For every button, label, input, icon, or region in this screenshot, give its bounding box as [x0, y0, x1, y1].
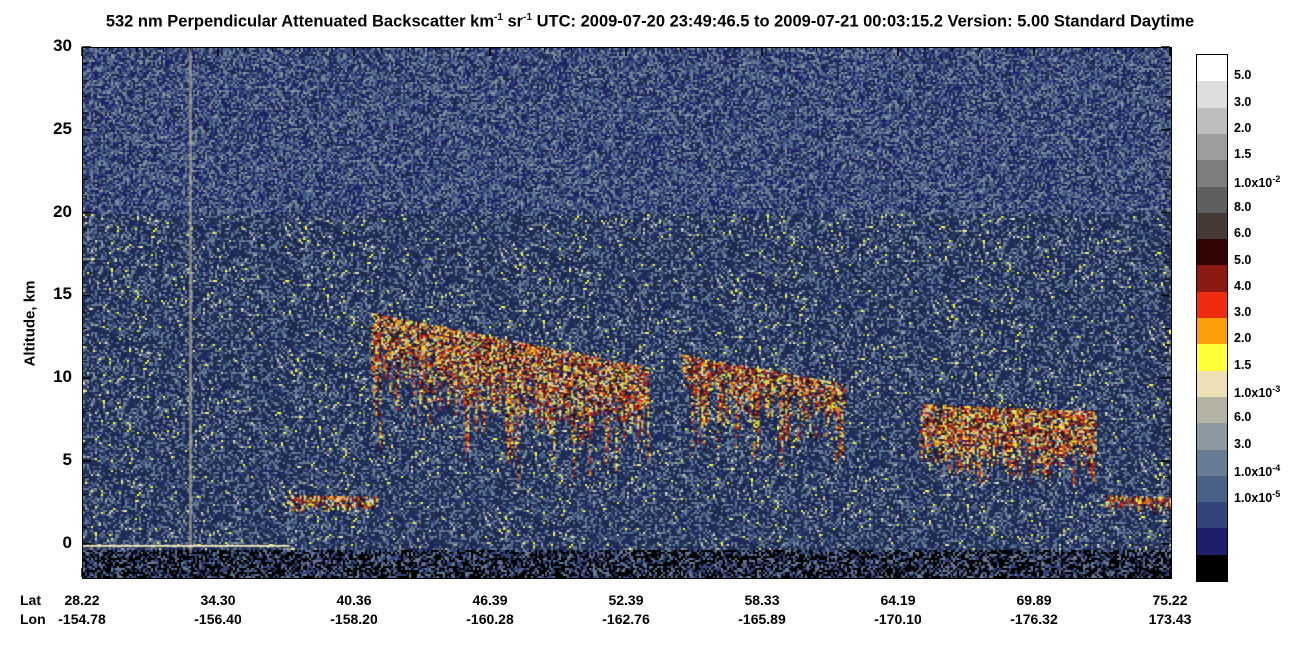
colorbar-segment — [1197, 291, 1227, 319]
y-tick-label: 5 — [62, 450, 72, 470]
x-tick-lat: 34.30 — [200, 592, 236, 608]
x-tick-lat: 40.36 — [336, 592, 372, 608]
y-axis-label: Altitude, km — [21, 280, 39, 367]
colorbar-segment — [1197, 81, 1227, 109]
colorbar-segment — [1197, 212, 1227, 240]
colorbar-label: 1.0x10-2 — [1234, 173, 1281, 190]
colorbar-label: 3.0 — [1234, 436, 1252, 451]
x-tick-lat: 28.22 — [64, 592, 100, 608]
chart-title: 532 nm Perpendicular Attenuated Backscat… — [105, 12, 1195, 31]
lon-row-label: Lon — [20, 611, 46, 627]
x-tick-lon: 173.43 — [1148, 611, 1192, 627]
y-tick-label: 10 — [53, 367, 72, 387]
backscatter-heatmap — [83, 48, 1171, 578]
colorbar-segment — [1197, 475, 1227, 503]
colorbar-label: 1.0x10-3 — [1234, 384, 1281, 401]
y-tick-label: 0 — [62, 532, 72, 552]
colorbar-segment — [1197, 318, 1227, 345]
colorbar-label: 4.0 — [1234, 278, 1252, 293]
colorbar-segment — [1197, 370, 1227, 398]
y-tick-label: 25 — [53, 118, 72, 138]
colorbar-segment — [1197, 528, 1227, 556]
x-tick-lon: -156.40 — [194, 611, 242, 627]
x-tick-lon: -176.32 — [1010, 611, 1058, 627]
x-tick-lon: -158.20 — [330, 611, 378, 627]
x-tick-lon: -160.28 — [466, 611, 514, 627]
colorbar-segment — [1197, 133, 1227, 161]
x-tick-lat: 75.22 — [1152, 592, 1188, 608]
colorbar-label: 3.0 — [1234, 94, 1252, 109]
colorbar-label: 2.0 — [1234, 331, 1252, 346]
colorbar-segment — [1197, 186, 1227, 214]
x-tick-lat: 46.39 — [472, 592, 508, 608]
x-tick-lat: 64.19 — [880, 592, 916, 608]
y-tick-label: 20 — [53, 201, 72, 221]
x-tick-lat: 52.39 — [608, 592, 644, 608]
colorbar-label: 1.5 — [1234, 147, 1252, 162]
colorbar-label: 1.0x10-5 — [1234, 489, 1281, 506]
colorbar-segment — [1197, 55, 1227, 82]
colorbar-segment — [1197, 107, 1227, 135]
colorbar-label: 1.5 — [1234, 357, 1252, 372]
x-tick-lat: 69.89 — [1016, 592, 1052, 608]
lat-row-label: Lat — [20, 592, 41, 608]
colorbar-label: 8.0 — [1234, 199, 1252, 214]
colorbar — [1196, 54, 1228, 582]
colorbar-label: 3.0 — [1234, 305, 1252, 320]
colorbar-label: 5.0 — [1234, 252, 1252, 267]
colorbar-label: 6.0 — [1234, 410, 1252, 425]
colorbar-segment — [1197, 160, 1227, 187]
colorbar-segment — [1197, 554, 1227, 582]
colorbar-label: 5.0 — [1234, 68, 1252, 83]
colorbar-segment — [1197, 423, 1227, 450]
colorbar-label: 1.0x10-4 — [1234, 462, 1281, 480]
colorbar-segment — [1197, 344, 1227, 372]
colorbar-segment — [1197, 449, 1227, 477]
colorbar-segment — [1197, 502, 1227, 529]
colorbar-segment — [1197, 239, 1227, 266]
x-tick-lat: 58.33 — [744, 592, 780, 608]
plot-area — [82, 47, 1172, 579]
y-tick-label: 30 — [53, 36, 72, 55]
x-tick-lon: -165.89 — [738, 611, 786, 627]
x-tick-lon: -154.78 — [58, 611, 106, 627]
colorbar-label: 6.0 — [1234, 226, 1252, 241]
colorbar-segment — [1197, 396, 1227, 424]
y-tick-label: 15 — [53, 284, 72, 304]
x-tick-lon: -170.10 — [874, 611, 922, 627]
colorbar-segment — [1197, 265, 1227, 293]
colorbar-label: 2.0 — [1234, 121, 1252, 136]
x-tick-lon: -162.76 — [602, 611, 650, 627]
